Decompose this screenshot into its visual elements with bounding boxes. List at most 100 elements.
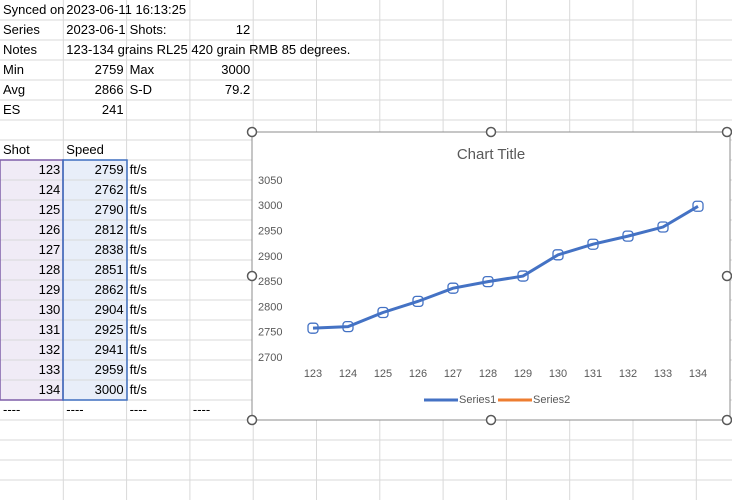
point-marker [552, 249, 564, 261]
cell[interactable]: 2862 [94, 282, 124, 297]
cell[interactable]: 2866 [94, 82, 124, 97]
y-tick-label: 2800 [258, 301, 282, 313]
cell[interactable]: 2023-06-1 [66, 22, 126, 37]
selection-border-speed [62, 159, 128, 401]
cell[interactable]: 130 [38, 302, 61, 317]
cell[interactable]: ft/s [129, 322, 147, 337]
cell[interactable]: ft/s [129, 242, 147, 257]
x-tick-label: 128 [479, 368, 497, 380]
cell[interactable]: ft/s [129, 182, 147, 197]
cell[interactable]: 2790 [94, 202, 124, 217]
cell[interactable]: 133 [38, 362, 61, 377]
cell[interactable]: Synced on [3, 2, 65, 17]
cell[interactable]: Series [3, 22, 40, 37]
point-marker [692, 200, 704, 212]
chart-frame[interactable] [251, 131, 731, 421]
cell[interactable]: Shot [3, 142, 30, 157]
cell[interactable]: 241 [101, 102, 124, 117]
point-marker [622, 230, 634, 242]
cell[interactable]: 127 [38, 242, 61, 257]
resize-handle[interactable] [721, 270, 732, 282]
y-tick-label: 3050 [258, 175, 282, 187]
x-tick-label: 130 [549, 368, 567, 380]
cell[interactable]: ---- [3, 402, 21, 417]
y-tick-label: 3000 [258, 200, 282, 212]
legend-label: Series1 [459, 394, 496, 406]
x-tick-label: 134 [689, 368, 707, 380]
cell[interactable]: 132 [38, 342, 61, 357]
point-marker [657, 221, 669, 233]
y-tick-label: 2950 [258, 225, 282, 237]
cell[interactable]: Speed [66, 142, 104, 157]
point-marker [447, 282, 459, 294]
legend-label: Series2 [533, 394, 570, 406]
cell[interactable]: ft/s [129, 382, 147, 397]
cell[interactable]: ft/s [129, 162, 147, 177]
cell[interactable]: 131 [38, 322, 61, 337]
cell[interactable]: ft/s [129, 302, 147, 317]
point-marker [482, 275, 494, 288]
cell[interactable]: ft/s [129, 342, 147, 357]
cell[interactable]: ft/s [129, 202, 147, 217]
cell[interactable]: ---- [192, 402, 211, 417]
cell[interactable]: ---- [66, 402, 84, 417]
cell[interactable]: 2759 [94, 62, 124, 77]
point-marker [342, 320, 354, 333]
cell[interactable]: 2925 [94, 322, 124, 337]
cell[interactable]: 2762 [94, 182, 124, 197]
cell[interactable]: 2812 [94, 222, 124, 237]
y-tick-label: 2750 [258, 327, 282, 339]
resize-handle[interactable] [246, 126, 258, 138]
cell[interactable]: 129 [38, 282, 61, 297]
cell[interactable]: 2759 [94, 162, 124, 177]
cell[interactable]: 2959 [94, 362, 124, 377]
cell[interactable]: S-D [129, 82, 152, 97]
cell[interactable]: Shots: [129, 22, 167, 37]
cell[interactable]: 3000 [221, 62, 251, 77]
resize-handle[interactable] [246, 270, 258, 282]
cell[interactable]: ES [3, 102, 21, 117]
point-marker [307, 322, 319, 334]
resize-handle[interactable] [485, 126, 497, 138]
resize-handle[interactable] [246, 414, 258, 426]
point-marker [587, 238, 599, 250]
resize-handle[interactable] [485, 414, 497, 426]
cell[interactable]: 12 [235, 22, 251, 37]
cell[interactable]: 128 [38, 262, 61, 277]
cell[interactable]: 79.2 [224, 82, 251, 97]
cell[interactable]: Min [3, 62, 24, 77]
cell[interactable]: 2941 [94, 342, 124, 357]
cell[interactable]: Notes [3, 42, 37, 57]
cell[interactable]: ---- [129, 402, 147, 417]
cell[interactable]: 2851 [94, 262, 124, 277]
cell[interactable]: Avg [3, 82, 26, 97]
x-tick-label: 124 [339, 368, 357, 380]
y-tick-label: 2900 [258, 251, 282, 263]
point-marker [412, 295, 424, 308]
resize-handle[interactable] [721, 126, 732, 138]
cell[interactable]: ft/s [129, 282, 147, 297]
cell[interactable]: 126 [38, 222, 61, 237]
cell[interactable]: ft/s [129, 362, 147, 377]
cell[interactable]: 125 [38, 202, 61, 217]
cell[interactable]: 2904 [94, 302, 124, 317]
cell[interactable]: Max [129, 62, 155, 77]
x-tick-label: 132 [619, 368, 637, 380]
resize-handle[interactable] [721, 414, 732, 426]
x-tick-label: 126 [409, 368, 427, 380]
cell[interactable]: ft/s [129, 262, 147, 277]
cell[interactable]: 123-134 grains RL25 420 grain RMB 85 deg… [66, 42, 351, 57]
cell[interactable]: 3000 [94, 382, 124, 397]
cell[interactable]: 2023-06-11 16:13:25 [66, 2, 187, 17]
x-tick-label: 123 [304, 368, 322, 380]
y-tick-label: 2850 [258, 276, 282, 288]
cell[interactable]: 124 [38, 182, 61, 197]
cell[interactable]: ft/s [129, 222, 147, 237]
x-tick-label: 129 [514, 368, 532, 380]
cell[interactable]: 123 [38, 162, 61, 177]
cell[interactable]: 2838 [94, 242, 124, 257]
cell[interactable]: 134 [38, 382, 61, 397]
x-tick-label: 125 [374, 368, 392, 380]
